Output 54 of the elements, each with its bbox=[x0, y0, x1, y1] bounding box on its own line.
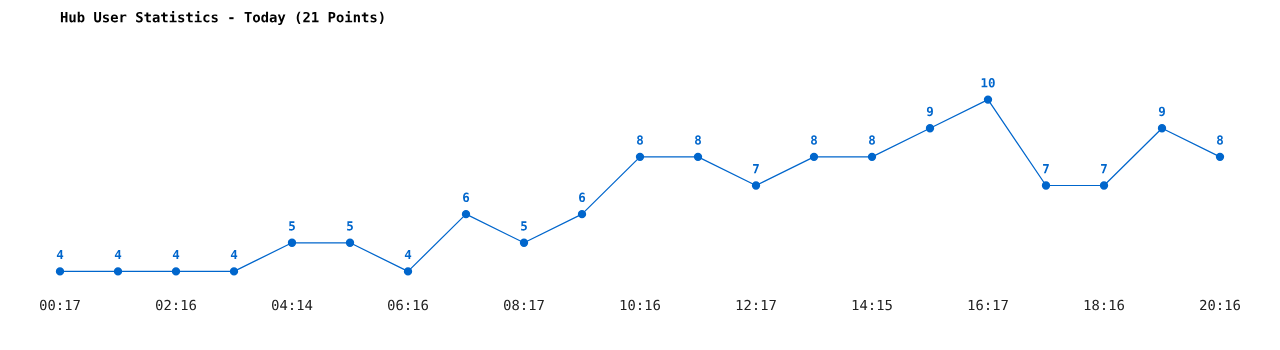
data-label: 8 bbox=[695, 135, 701, 145]
data-label: 10 bbox=[981, 77, 995, 88]
data-label: 8 bbox=[637, 135, 643, 145]
point bbox=[1215, 152, 1225, 162]
point bbox=[867, 152, 877, 162]
data-label: 4 bbox=[404, 249, 412, 260]
x-tick-label: 10:16 bbox=[620, 299, 660, 311]
data-label: 7 bbox=[1043, 164, 1049, 174]
point bbox=[55, 267, 65, 276]
data-label: 9 bbox=[1158, 106, 1165, 117]
data-label: 7 bbox=[753, 164, 759, 174]
x-tick-label: 20:16 bbox=[1200, 299, 1240, 311]
point bbox=[693, 152, 703, 162]
point bbox=[1099, 181, 1109, 190]
data-label: 4 bbox=[230, 249, 238, 260]
point bbox=[635, 152, 645, 162]
point bbox=[577, 209, 587, 219]
point bbox=[287, 238, 297, 247]
point bbox=[113, 267, 123, 276]
x-tick-label: 12:17 bbox=[736, 299, 776, 311]
data-label: 9 bbox=[926, 106, 933, 117]
point bbox=[809, 152, 819, 162]
point bbox=[461, 209, 471, 219]
x-tick-label: 14:15 bbox=[852, 299, 892, 311]
data-label: 6 bbox=[463, 192, 470, 202]
data-label: 5 bbox=[347, 221, 353, 231]
point bbox=[983, 95, 993, 104]
point bbox=[403, 267, 413, 276]
data-label: 5 bbox=[289, 221, 295, 231]
data-label: 6 bbox=[579, 192, 586, 202]
point bbox=[1157, 124, 1167, 133]
point bbox=[519, 238, 529, 247]
x-tick-label: 00:17 bbox=[40, 299, 80, 311]
chart-title: Hub User Statistics - Today (21 Points) bbox=[60, 10, 384, 26]
point bbox=[171, 267, 181, 276]
x-tick-label: 08:17 bbox=[504, 299, 544, 311]
point bbox=[345, 238, 355, 247]
point bbox=[229, 267, 239, 276]
data-label: 8 bbox=[869, 135, 875, 145]
data-label: 7 bbox=[1101, 164, 1107, 174]
x-tick-label: 16:17 bbox=[968, 299, 1008, 311]
x-tick-label: 02:16 bbox=[156, 299, 196, 311]
data-label: 8 bbox=[811, 135, 817, 145]
data-label: 8 bbox=[1217, 135, 1223, 145]
x-tick-label: 18:16 bbox=[1084, 299, 1124, 311]
point bbox=[1041, 181, 1051, 190]
point bbox=[925, 124, 935, 133]
x-tick-label: 06:16 bbox=[388, 299, 428, 311]
point bbox=[751, 181, 761, 190]
x-tick-label: 04:14 bbox=[272, 299, 313, 311]
data-label: 5 bbox=[521, 221, 527, 231]
data-label: 4 bbox=[172, 249, 180, 260]
data-label: 4 bbox=[114, 249, 122, 260]
data-label: 4 bbox=[56, 249, 64, 260]
